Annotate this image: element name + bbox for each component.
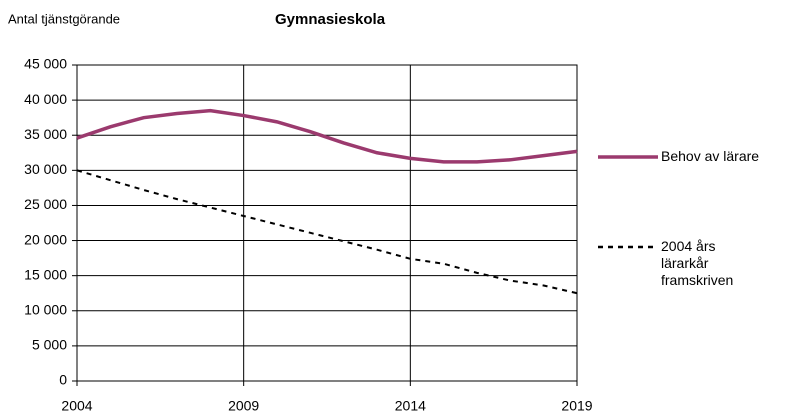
y-tick-label: 45 000 [24, 56, 67, 72]
y-tick-label: 20 000 [24, 231, 67, 247]
y-tick-label: 25 000 [24, 196, 67, 212]
line-series [76, 108, 578, 164]
x-tick-label: 2009 [228, 398, 259, 414]
line-series [76, 169, 578, 295]
plot-border [76, 64, 578, 382]
y-tick-label: 10 000 [24, 301, 67, 317]
chart-title: Gymnasieskola [275, 11, 386, 28]
y-axis-label: Antal tjänstgörande [8, 11, 120, 26]
y-tick-label: 40 000 [24, 91, 67, 107]
y-tick-label: 30 000 [24, 161, 67, 177]
x-tick-label: 2014 [395, 398, 426, 414]
legend-label: Behov av lärare [661, 148, 760, 164]
legend-label: 2004 års lärarkår framskriven [661, 238, 734, 288]
y-tick-label: 35 000 [24, 126, 67, 142]
y-tick-label: 15 000 [24, 266, 67, 282]
x-tick-label: 2019 [561, 398, 592, 414]
y-tick-label: 5 000 [32, 337, 67, 353]
x-tick-label: 2004 [61, 398, 92, 414]
y-tick-label: 0 [59, 372, 67, 388]
